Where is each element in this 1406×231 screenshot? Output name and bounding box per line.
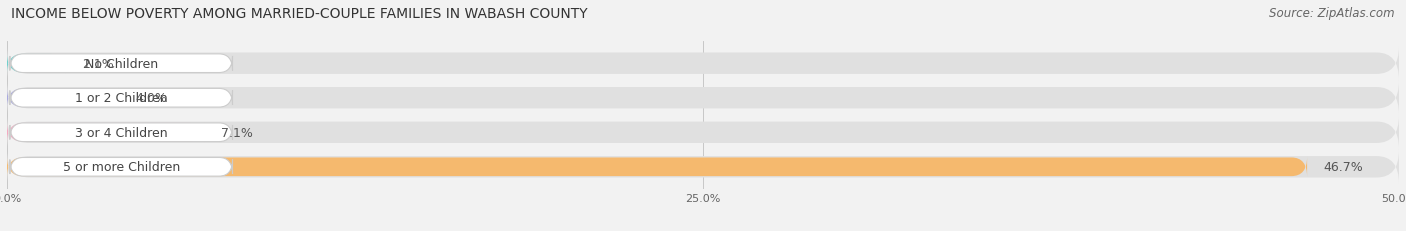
Text: 4.0%: 4.0% — [135, 92, 167, 105]
FancyBboxPatch shape — [10, 89, 232, 108]
Text: INCOME BELOW POVERTY AMONG MARRIED-COUPLE FAMILIES IN WABASH COUNTY: INCOME BELOW POVERTY AMONG MARRIED-COUPL… — [11, 7, 588, 21]
Text: 2.1%: 2.1% — [82, 58, 114, 70]
Text: Source: ZipAtlas.com: Source: ZipAtlas.com — [1270, 7, 1395, 20]
FancyBboxPatch shape — [7, 116, 1399, 149]
FancyBboxPatch shape — [7, 150, 1399, 184]
FancyBboxPatch shape — [7, 82, 1399, 115]
Text: 46.7%: 46.7% — [1324, 161, 1364, 173]
Text: 1 or 2 Children: 1 or 2 Children — [75, 92, 167, 105]
Text: 5 or more Children: 5 or more Children — [62, 161, 180, 173]
FancyBboxPatch shape — [7, 88, 118, 108]
FancyBboxPatch shape — [7, 47, 1399, 81]
FancyBboxPatch shape — [10, 158, 232, 176]
FancyBboxPatch shape — [7, 54, 66, 74]
FancyBboxPatch shape — [10, 123, 232, 142]
Text: 7.1%: 7.1% — [221, 126, 253, 139]
Text: No Children: No Children — [84, 58, 157, 70]
Text: 3 or 4 Children: 3 or 4 Children — [75, 126, 167, 139]
FancyBboxPatch shape — [7, 157, 1308, 177]
FancyBboxPatch shape — [7, 123, 205, 143]
FancyBboxPatch shape — [10, 55, 232, 73]
